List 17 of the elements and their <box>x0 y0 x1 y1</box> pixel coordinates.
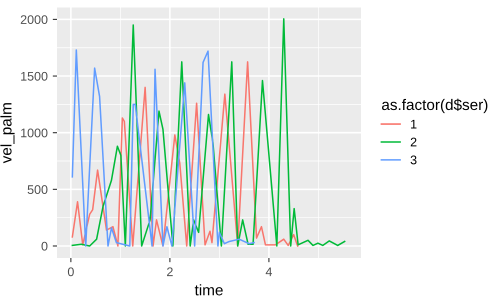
legend-label: 1 <box>411 120 416 128</box>
y-tick-label: 1500 <box>21 72 48 81</box>
x-tick-label: 2 <box>167 267 173 276</box>
y-tick-label: 500 <box>28 185 48 194</box>
x-tick-label: 0 <box>68 267 74 276</box>
legend-label: 2 <box>410 138 416 146</box>
line-series <box>72 49 255 247</box>
legend-title: as.factor(d$ser) <box>382 98 488 114</box>
y-tick-label: 1000 <box>21 128 48 138</box>
line-series <box>72 18 346 247</box>
line-series <box>72 61 298 247</box>
y-tick-label: 0 <box>42 242 48 251</box>
y-axis-title: vel_palm <box>0 103 15 164</box>
legend-label: 3 <box>410 156 417 164</box>
x-tick-label: 4 <box>266 267 272 276</box>
y-tick-label: 2000 <box>20 15 48 24</box>
x-axis-title: time <box>194 284 223 296</box>
